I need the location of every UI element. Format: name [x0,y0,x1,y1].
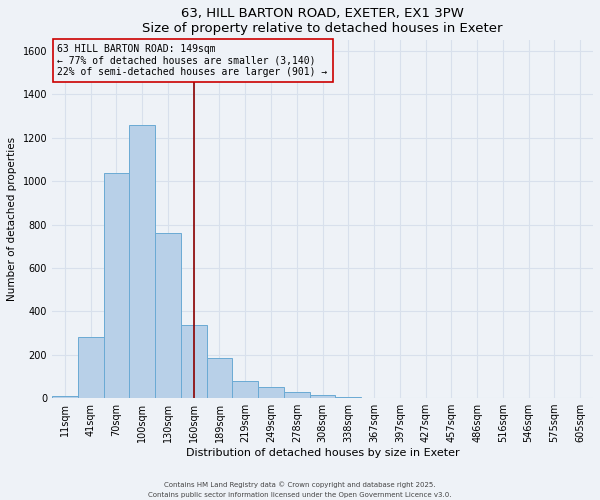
Bar [335,397,361,398]
Text: 63 HILL BARTON ROAD: 149sqm
← 77% of detached houses are smaller (3,140)
22% of : 63 HILL BARTON ROAD: 149sqm ← 77% of det… [58,44,328,77]
Bar [104,172,129,398]
Title: 63, HILL BARTON ROAD, EXETER, EX1 3PW
Size of property relative to detached hous: 63, HILL BARTON ROAD, EXETER, EX1 3PW Si… [142,7,503,35]
Text: Contains HM Land Registry data © Crown copyright and database right 2025.
Contai: Contains HM Land Registry data © Crown c… [148,482,452,498]
Bar [78,338,104,398]
Bar [310,395,335,398]
Bar [232,381,258,398]
Bar [129,125,155,398]
Y-axis label: Number of detached properties: Number of detached properties [7,137,17,302]
Bar [52,396,78,398]
Bar [206,358,232,398]
X-axis label: Distribution of detached houses by size in Exeter: Distribution of detached houses by size … [186,448,460,458]
Bar [155,234,181,398]
Bar [258,388,284,398]
Bar [284,392,310,398]
Bar [181,326,206,398]
